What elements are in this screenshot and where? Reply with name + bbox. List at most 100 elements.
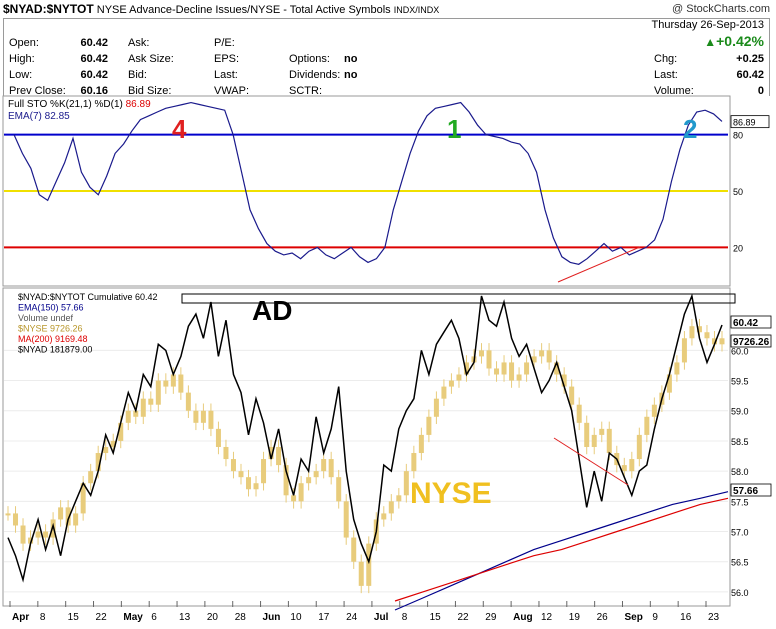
nyse-candle <box>28 537 34 544</box>
up-triangle-icon: ▲ <box>704 35 717 49</box>
volume-value: 0 <box>757 85 764 97</box>
nyse-candle <box>43 531 49 538</box>
nyse-candle <box>298 483 304 502</box>
nyse-candle <box>411 453 417 472</box>
high-label: High: <box>9 53 35 65</box>
nyse-candle <box>696 326 702 333</box>
nyse-candle <box>200 410 206 423</box>
nyse-candle <box>133 410 139 417</box>
nyse-candle <box>606 428 612 454</box>
x-tick-label: 20 <box>207 612 219 623</box>
nyse-candle <box>5 513 11 516</box>
nyse-candle <box>441 386 447 399</box>
nyse-candle <box>215 428 221 447</box>
nyse-candle <box>163 380 169 387</box>
sto-right-label: 80 <box>733 131 743 141</box>
nyse-candle <box>343 501 349 538</box>
nyse-candle <box>381 513 387 520</box>
nyse-candle <box>283 465 289 496</box>
ad-right-value-box <box>730 334 772 348</box>
ad-y-tick-label: 59.5 <box>731 377 749 387</box>
nyse-candle <box>358 561 364 586</box>
x-tick-label: Sep <box>624 612 642 623</box>
nyse-candle <box>509 362 515 381</box>
nyse-candle <box>276 446 282 466</box>
x-tick-label: 8 <box>402 612 408 623</box>
nyse-candle <box>576 404 582 423</box>
nyse-candle <box>246 477 252 490</box>
ad-cumulative-line <box>7 293 723 583</box>
nyse-candle <box>448 380 454 387</box>
nyse-candle <box>223 446 229 460</box>
eps-label: EPS: <box>214 53 240 65</box>
nyse-candle <box>321 459 327 472</box>
open-value: 60.42 <box>80 37 108 49</box>
nyse-candle <box>486 350 492 369</box>
ad-legend-entry: EMA(150) 57.66 <box>18 303 84 313</box>
nyse-candle <box>88 471 94 484</box>
nyse-candle <box>388 501 394 514</box>
ad-panel-frame <box>2 287 731 607</box>
x-tick-label: 22 <box>96 612 108 623</box>
nyse-candle <box>140 398 146 417</box>
x-tick-label: 10 <box>290 612 302 623</box>
ad-legend-entry: MA(200) 9169.48 <box>18 334 88 344</box>
watermark: @ StockCharts.com <box>672 3 770 15</box>
nyse-candle <box>20 525 26 544</box>
nyse-candle <box>366 543 372 586</box>
nyse-candle <box>170 374 176 387</box>
x-tick-label: Apr <box>12 612 29 623</box>
change-pct: +0.42% <box>716 33 764 49</box>
ad-right-value-box <box>730 483 772 497</box>
sto-last-value-box <box>730 115 770 129</box>
annotation-2: 2 <box>683 114 697 144</box>
nyse-candle <box>178 374 184 393</box>
options-label: Options: <box>289 53 330 65</box>
ad-right-value-box <box>730 315 772 329</box>
nyse-candle <box>546 350 552 363</box>
nyse-candle <box>478 350 484 357</box>
nyse-candle <box>103 446 109 454</box>
x-tick-label: 13 <box>179 612 191 623</box>
nyse-candle <box>524 362 530 375</box>
options-value: no <box>344 53 358 65</box>
nyse-candle <box>644 416 650 435</box>
nyse-candle <box>599 428 605 435</box>
x-tick-label: May <box>123 612 143 623</box>
nyse-candle <box>208 410 214 429</box>
x-tick-label: 17 <box>318 612 330 623</box>
ask-size-label: Ask Size: <box>128 53 174 65</box>
ask-label: Ask: <box>128 37 150 49</box>
dividends-value: no <box>344 69 358 81</box>
ad-legend-entry: $NYAD 181879.00 <box>18 345 92 355</box>
nyse-candle <box>621 465 627 472</box>
nyse-candle <box>711 338 717 345</box>
nyse-candle <box>193 410 199 423</box>
nyse-candle <box>13 513 19 526</box>
nyse-candle <box>73 513 79 526</box>
nyse-candle <box>403 471 409 496</box>
ad-y-tick-label: 60.0 <box>731 346 749 356</box>
ad-y-tick-label: 58.5 <box>731 437 749 447</box>
x-tick-label: 29 <box>485 612 497 623</box>
nyse-candle <box>148 398 154 405</box>
quote-date: Thursday 26-Sep-2013 <box>651 19 764 31</box>
ema150-line <box>394 491 729 611</box>
x-tick-label: 9 <box>652 612 658 623</box>
nyse-candle <box>651 404 657 417</box>
nyse-candle <box>591 434 597 447</box>
ad-y-tick-label: 58.0 <box>731 467 749 477</box>
ad-divergence-line <box>553 437 629 486</box>
nyse-candle <box>396 495 402 502</box>
nyse-candle <box>336 477 342 502</box>
nyse-candle <box>261 459 267 484</box>
nyse-candle <box>95 453 101 472</box>
nyse-candle <box>230 459 236 472</box>
low-value: 60.42 <box>80 69 108 81</box>
nyse-candle <box>185 392 191 411</box>
nyse-candle <box>125 410 131 423</box>
ad-high-box <box>181 293 736 304</box>
nyse-candle <box>719 338 725 345</box>
ad-y-tick-label: 56.5 <box>731 558 749 568</box>
sto-right-label: 86.89 <box>733 118 756 128</box>
